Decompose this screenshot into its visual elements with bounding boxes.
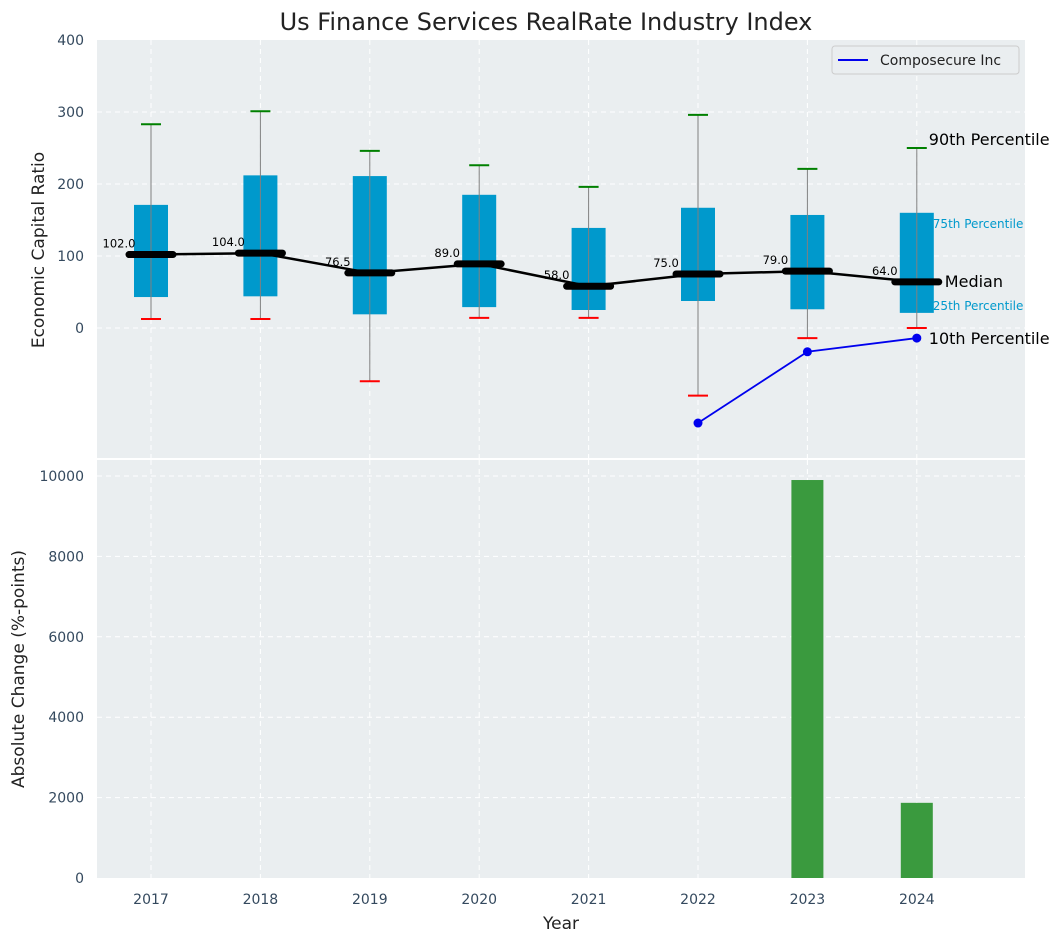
bar-2023 (791, 480, 824, 878)
bottom-y-ticks: 0 2000 4000 6000 8000 10000 (39, 469, 84, 887)
median-label-2024: 64.0 (872, 264, 898, 278)
bottom-y-tick-label: 2000 (48, 791, 84, 807)
x-tick-label: 2024 (899, 892, 935, 908)
x-tick-label: 2018 (243, 892, 279, 908)
p90-annotation: 90th Percentile (929, 130, 1050, 149)
bars (791, 480, 933, 878)
top-y-ticks: 0 100 200 300 400 (57, 33, 84, 337)
boxplots (134, 110, 934, 397)
percentile-annotations: 90th Percentile 75th Percentile Median 25th… (929, 130, 1050, 348)
p25-annotation: 25th Percentile (933, 299, 1024, 313)
company-series (693, 333, 922, 428)
top-y-tick-label: 0 (75, 321, 84, 337)
legend-box (831, 45, 1020, 75)
x-tick-label: 2021 (571, 892, 607, 908)
median-label-2021: 58.0 (544, 268, 570, 282)
p10-annotation: 10th Percentile (929, 329, 1050, 348)
legend-label: Composecure Inc (880, 53, 1001, 69)
bottom-y-tick-label: 4000 (48, 710, 84, 726)
bar-2024 (900, 802, 933, 878)
bottom-y-tick-label: 10000 (39, 469, 84, 485)
x-axis-title: Year (542, 914, 579, 934)
median-label-2023: 79.0 (763, 253, 789, 267)
bottom-plot-area (97, 460, 1025, 878)
chart-title: Us Finance Services RealRate Industry In… (280, 8, 813, 36)
median-label-2020: 89.0 (434, 246, 460, 260)
top-y-axis-title: Economic Capital Ratio (29, 152, 49, 348)
legend: Composecure Inc (831, 45, 1020, 75)
x-tick-label: 2022 (680, 892, 716, 908)
median-label-2019: 76.5 (325, 255, 351, 269)
company-point-2023 (802, 347, 812, 357)
x-tick-label: 2019 (352, 892, 388, 908)
median-label-2018: 104.0 (212, 235, 245, 249)
median-line-group: 102.0 104.0 76.5 89.0 58.0 75.0 79.0 64.0 (103, 235, 943, 290)
bottom-y-axis-title: Absolute Change (%-points) (9, 550, 29, 788)
x-tick-label: 2020 (461, 892, 497, 908)
top-y-tick-label: 400 (57, 33, 84, 49)
bottom-y-tick-label: 0 (75, 871, 84, 887)
bottom-grid (97, 460, 1025, 878)
median-label-2022: 75.0 (653, 256, 679, 270)
company-point-2024 (912, 333, 922, 343)
bottom-y-tick-label: 6000 (48, 630, 84, 646)
x-tick-label: 2023 (790, 892, 826, 908)
top-y-tick-label: 300 (57, 105, 84, 121)
median-annotation: Median (945, 272, 1003, 291)
bottom-y-tick-label: 8000 (48, 549, 84, 565)
top-y-tick-label: 200 (57, 177, 84, 193)
x-tick-label: 2017 (133, 892, 169, 908)
x-ticks: 2017 2018 2019 2020 2021 2022 2023 2024 (133, 892, 935, 908)
top-y-tick-label: 100 (57, 249, 84, 265)
company-point-2022 (693, 418, 703, 428)
median-label-2017: 102.0 (103, 237, 136, 251)
p75-annotation: 75th Percentile (933, 217, 1024, 231)
